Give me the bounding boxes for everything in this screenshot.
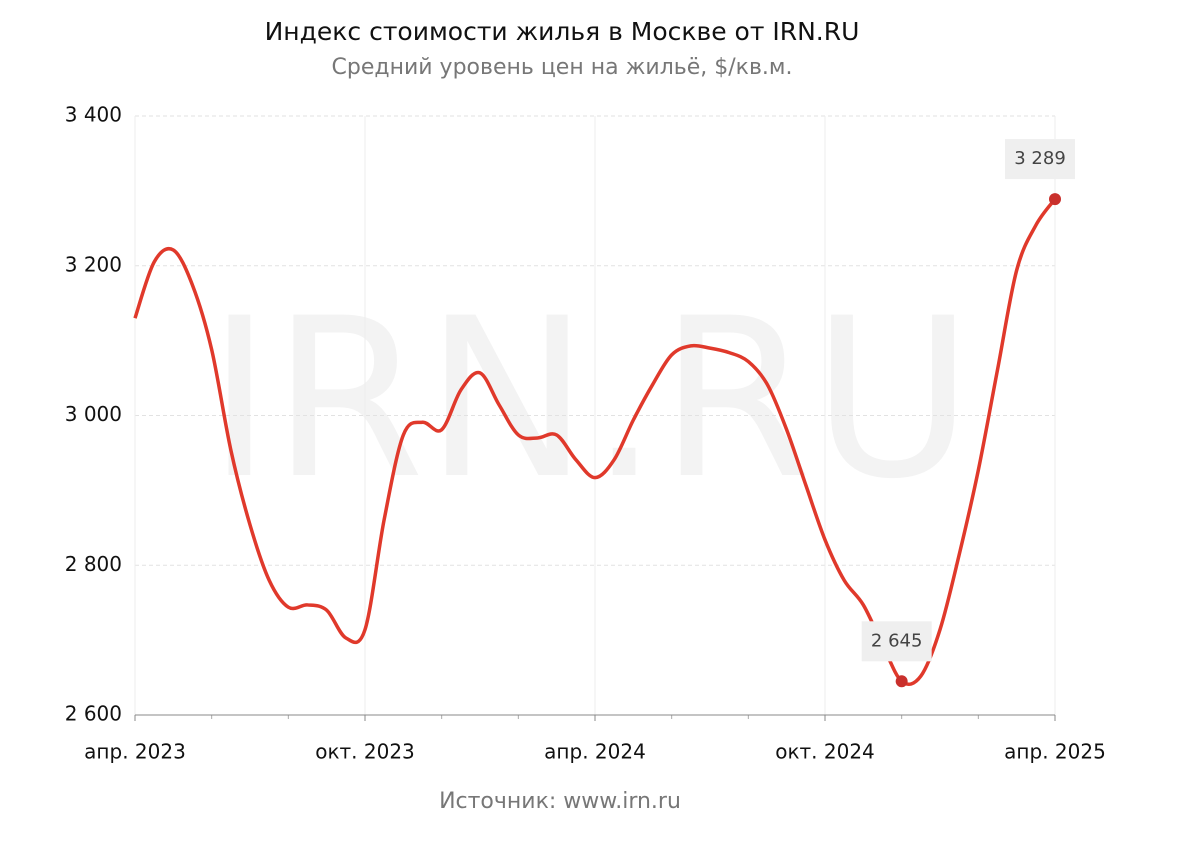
line [133,198,1057,686]
y-tick-label: 2 600 [65,702,122,726]
x-tick-label: окт. 2023 [315,740,415,764]
value-label: 2 645 [871,630,923,651]
x-tick-label: апр. 2023 [84,740,186,764]
y-tick-label: 3 400 [65,103,122,127]
source: Источник: www.irn.ru [439,789,681,814]
point [895,675,908,688]
value-label: 3 289 [1014,148,1066,169]
x-tick-label: апр. 2025 [1004,740,1106,764]
x-tick-label: окт. 2024 [775,740,875,764]
watermark: IRN.RU [207,271,973,527]
chart-title: Индекс стоимости жилья в Москве от IRN.R… [265,17,860,46]
chart-subtitle: Средний уровень цен на жильё, $/кв.м. [332,55,793,80]
value-label-bg [1005,139,1075,180]
y-tick-label: 2 800 [65,552,122,576]
y-tick-label: 3 200 [65,252,122,276]
point [1049,193,1061,206]
x-tick-label: апр. 2024 [544,740,646,764]
y-tick-label: 3 000 [65,402,122,426]
value-label-bg [861,621,932,662]
